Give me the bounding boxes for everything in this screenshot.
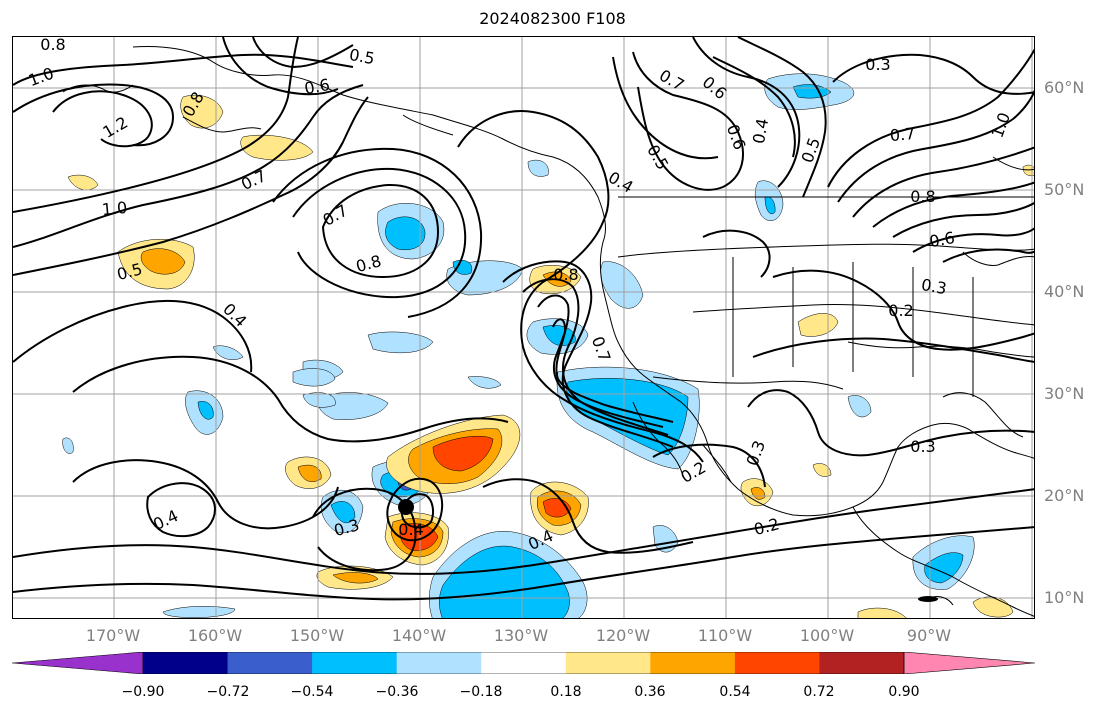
contour-labels: 0.8 1.0 1.2 0.8 0.6 0.5 0.7 1.0 0.5 0.7 … — [26, 37, 1014, 554]
lat-label-60n: 60°N — [1044, 78, 1085, 97]
contour-label: 0.4 — [398, 520, 423, 539]
colorbar-tick: −0.18 — [459, 684, 503, 700]
contour-lines — [13, 37, 1034, 601]
contour-label: 0.3 — [865, 55, 890, 74]
colorbar-tick: −0.72 — [206, 684, 250, 700]
lat-label-20n: 20°N — [1044, 486, 1085, 505]
colorbar-segment — [650, 652, 736, 674]
contour-label: 1.0 — [101, 198, 128, 219]
negative-anomaly-fills — [62, 73, 975, 618]
colorbar-extend-low — [12, 652, 144, 674]
contour-label: 0.6 — [928, 228, 956, 251]
colorbar-segments — [12, 652, 1035, 674]
lon-label-140w: 140°W — [391, 626, 447, 645]
contour-label: 0.7 — [889, 124, 916, 145]
colorbar — [12, 652, 1035, 674]
lat-label-50n: 50°N — [1044, 180, 1085, 199]
colorbar-tick: 0.90 — [888, 684, 920, 700]
contour-label: 0.5 — [348, 45, 376, 68]
colorbar-tick: 0.36 — [634, 684, 666, 700]
contour-label: 0.4 — [749, 117, 772, 145]
colorbar-tick: −0.90 — [121, 684, 165, 700]
lon-label-110w: 110°W — [697, 626, 753, 645]
contour-label: 0.7 — [656, 66, 688, 95]
island-marker — [918, 596, 938, 602]
colorbar-segment — [312, 652, 398, 674]
map-panel: 0.8 1.0 1.2 0.8 0.6 0.5 0.7 1.0 0.5 0.7 … — [12, 36, 1035, 619]
contour-label: 1.0 — [988, 110, 1015, 140]
lat-lon-grid — [13, 37, 1034, 618]
colorbar-segment — [227, 652, 313, 674]
colorbar-segment — [819, 652, 905, 674]
contour-label: 0.8 — [553, 265, 578, 284]
contour-label: 0.6 — [723, 122, 750, 152]
colorbar-segment — [143, 652, 229, 674]
map-canvas: 0.8 1.0 1.2 0.8 0.6 0.5 0.7 1.0 0.5 0.7 … — [13, 37, 1034, 618]
contour-label: 0.2 — [752, 514, 782, 539]
lat-label-10n: 10°N — [1044, 588, 1085, 607]
contour-label: 0.4 — [219, 299, 250, 330]
colorbar-extend-high — [903, 652, 1035, 674]
contour-label: 0.4 — [605, 168, 637, 197]
colorbar-tick: 0.72 — [803, 684, 835, 700]
lon-label-150w: 150°W — [289, 626, 345, 645]
contour-label: 0.6 — [303, 75, 331, 98]
colorbar-tick: −0.36 — [375, 684, 419, 700]
map-title: 2024082300 F108 — [479, 9, 626, 28]
lat-label-40n: 40°N — [1044, 282, 1085, 301]
lon-label-90w: 90°W — [906, 626, 952, 645]
contour-label: 1.2 — [99, 113, 131, 142]
contour-label: 0.3 — [743, 438, 770, 468]
contour-label: 0.8 — [910, 187, 935, 206]
contour-label: 0.4 — [150, 506, 181, 534]
lon-label-120w: 120°W — [595, 626, 651, 645]
colorbar-tick: 0.54 — [719, 684, 751, 700]
colorbar-tick: −0.54 — [290, 684, 334, 700]
colorbar-outline — [142, 652, 905, 674]
contour-label: 0.8 — [40, 37, 65, 54]
colorbar-segment — [481, 652, 567, 674]
contour-label: 0.3 — [920, 275, 948, 298]
contour-label: 0.8 — [354, 251, 384, 276]
contour-label: 0.3 — [910, 437, 935, 456]
colorbar-segment — [396, 652, 482, 674]
lon-label-160w: 160°W — [187, 626, 243, 645]
contour-label: 1.0 — [26, 64, 56, 91]
storm-center-marker — [398, 499, 414, 515]
contour-label: 0.5 — [798, 135, 825, 165]
colorbar-tick: 0.18 — [550, 684, 582, 700]
contour-label: 0.2 — [888, 301, 913, 320]
contour-label: 0.5 — [643, 141, 672, 173]
contour-label: 0.7 — [588, 334, 615, 364]
lon-label-100w: 100°W — [799, 626, 855, 645]
lon-label-130w: 130°W — [493, 626, 549, 645]
colorbar-segment — [565, 652, 651, 674]
lon-label-170w: 170°W — [85, 626, 141, 645]
lat-label-30n: 30°N — [1044, 384, 1085, 403]
colorbar-segment — [734, 652, 820, 674]
